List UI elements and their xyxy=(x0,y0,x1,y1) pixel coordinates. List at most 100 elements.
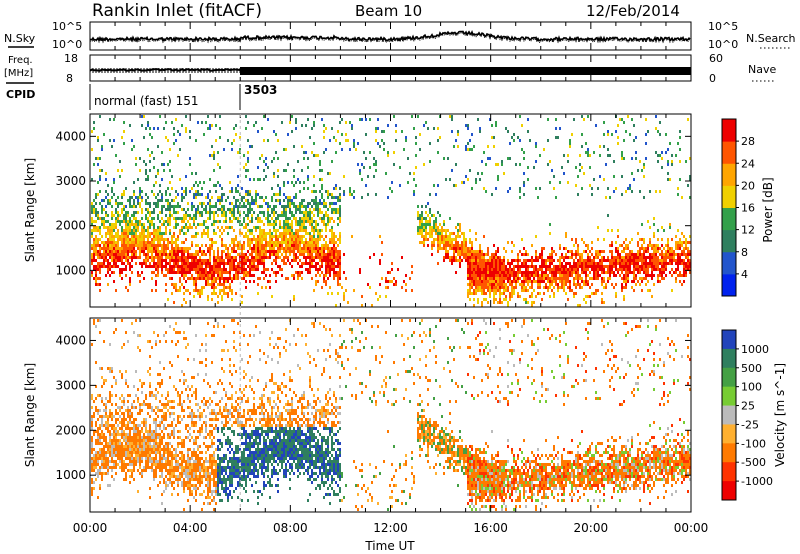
range-gate-cell xyxy=(417,205,419,208)
range-gate-cell xyxy=(203,223,205,226)
range-gate-cell xyxy=(105,244,107,247)
range-gate-cell xyxy=(159,229,161,232)
range-gate-cell xyxy=(517,277,519,280)
range-gate-cell xyxy=(679,253,681,256)
range-gate-cell xyxy=(167,241,169,244)
range-gate-cell xyxy=(661,238,663,241)
range-gate-cell xyxy=(149,250,151,253)
range-gate-cell xyxy=(621,289,623,292)
range-gate-cell xyxy=(597,187,599,190)
range-gate-cell xyxy=(321,256,323,259)
nsky-right-tick-bottom: 10^0 xyxy=(708,38,738,51)
range-gate-cell xyxy=(587,280,589,283)
range-gate-cell xyxy=(631,286,633,289)
range-gate-cell xyxy=(483,262,485,265)
range-gate-cell xyxy=(515,163,517,166)
power-colorbar-cell xyxy=(722,163,736,186)
range-gate-cell xyxy=(625,280,627,283)
range-gate-cell xyxy=(167,199,169,202)
range-gate-cell xyxy=(495,271,497,274)
range-gate-cell xyxy=(323,253,325,256)
range-gate-cell xyxy=(569,274,571,277)
range-gate-cell xyxy=(627,256,629,259)
range-gate-cell xyxy=(633,271,635,274)
range-gate-cell xyxy=(225,226,227,229)
range-gate-cell xyxy=(483,265,485,268)
range-gate-cell xyxy=(273,253,275,256)
range-gate-cell xyxy=(419,217,421,220)
range-gate-cell xyxy=(571,271,573,274)
range-gate-cell xyxy=(581,265,583,268)
range-gate-cell xyxy=(181,283,183,286)
range-gate-cell xyxy=(479,262,481,265)
range-gate-cell xyxy=(687,262,689,265)
range-gate-cell xyxy=(129,244,131,247)
range-gate-cell xyxy=(177,130,179,133)
range-gate-cell xyxy=(113,466,115,469)
range-gate-cell xyxy=(671,268,673,271)
range-gate-cell xyxy=(487,145,489,148)
range-gate-cell xyxy=(299,235,301,238)
range-gate-cell xyxy=(669,271,671,274)
range-gate-cell xyxy=(483,283,485,286)
range-gate-cell xyxy=(471,268,473,271)
range-gate-cell xyxy=(161,259,163,262)
range-gate-cell xyxy=(105,421,107,424)
range-gate-cell xyxy=(105,466,107,469)
range-gate-cell xyxy=(595,292,597,295)
range-gate-cell xyxy=(495,298,497,301)
range-gate-cell xyxy=(577,265,579,268)
range-gate-cell xyxy=(333,187,335,190)
range-gate-cell xyxy=(353,196,355,199)
range-gate-cell xyxy=(481,286,483,289)
range-gate-cell xyxy=(519,139,521,142)
range-gate-cell xyxy=(683,235,685,238)
range-gate-cell xyxy=(267,166,269,169)
range-gate-cell xyxy=(227,292,229,295)
range-gate-cell xyxy=(135,244,137,247)
range-gate-cell xyxy=(273,214,275,217)
range-gate-cell xyxy=(425,217,427,220)
range-gate-cell xyxy=(333,196,335,199)
range-gate-cell xyxy=(599,259,601,262)
range-gate-cell xyxy=(131,244,133,247)
range-gate-cell xyxy=(245,226,247,229)
range-gate-cell xyxy=(269,280,271,283)
range-gate-cell xyxy=(171,247,173,250)
range-gate-cell xyxy=(109,439,111,442)
range-gate-cell xyxy=(337,274,339,277)
range-gate-cell xyxy=(419,148,421,151)
range-gate-cell xyxy=(275,280,277,283)
range-gate-cell xyxy=(531,295,533,298)
range-gate-cell xyxy=(273,211,275,214)
range-gate-cell xyxy=(329,265,331,268)
range-gate-cell xyxy=(575,277,577,280)
range-gate-cell xyxy=(311,241,313,244)
range-gate-cell xyxy=(97,454,99,457)
range-gate-cell xyxy=(95,193,97,196)
range-gate-cell xyxy=(605,265,607,268)
range-gate-cell xyxy=(567,262,569,265)
range-gate-cell xyxy=(141,124,143,127)
range-gate-cell xyxy=(557,136,559,139)
range-gate-cell xyxy=(217,277,219,280)
range-gate-cell xyxy=(331,262,333,265)
range-gate-cell xyxy=(123,130,125,133)
range-gate-cell xyxy=(367,175,369,178)
range-gate-cell xyxy=(91,217,93,220)
range-gate-cell xyxy=(471,259,473,262)
range-gate-cell xyxy=(325,283,327,286)
range-gate-cell xyxy=(295,229,297,232)
range-gate-cell xyxy=(309,250,311,253)
range-gate-cell xyxy=(105,256,107,259)
range-gate-cell xyxy=(203,220,205,223)
range-gate-cell xyxy=(111,214,113,217)
range-gate-cell xyxy=(253,259,255,262)
range-gate-cell xyxy=(157,145,159,148)
range-gate-cell xyxy=(447,244,449,247)
range-gate-cell xyxy=(527,283,529,286)
range-gate-cell xyxy=(683,253,685,256)
range-gate-cell xyxy=(549,265,551,268)
range-gate-cell xyxy=(125,259,127,262)
range-gate-cell xyxy=(641,277,643,280)
